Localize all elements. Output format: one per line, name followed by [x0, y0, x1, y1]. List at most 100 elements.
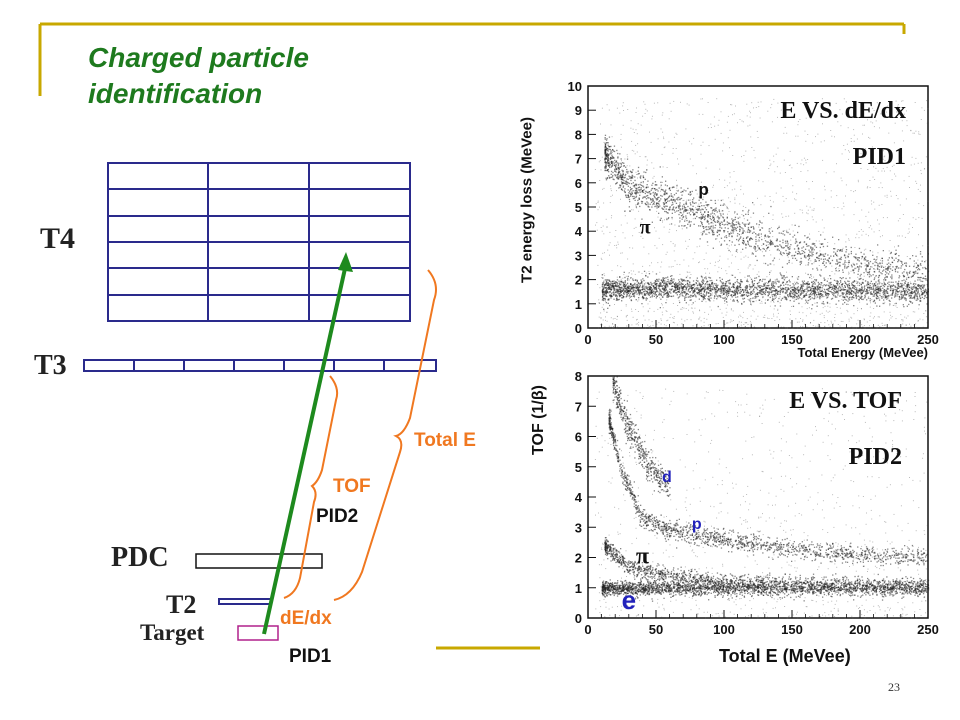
data-point: [806, 284, 808, 286]
data-point: [694, 293, 696, 295]
data-point: [760, 291, 762, 293]
data-point: [632, 209, 634, 211]
data-point: [714, 202, 717, 204]
data-point: [618, 176, 620, 178]
data-point: [810, 291, 813, 293]
data-point: [851, 293, 853, 295]
data-point: [609, 166, 611, 169]
data-point: [658, 212, 660, 214]
data-point: [833, 287, 835, 289]
data-point: [702, 215, 704, 218]
data-point: [625, 180, 627, 182]
data-point: [750, 278, 753, 280]
data-point: [877, 280, 879, 282]
data-point: [716, 298, 718, 300]
data-point: [926, 303, 928, 305]
data-point: [883, 156, 885, 158]
data-point: [882, 296, 884, 298]
data-point: [708, 226, 710, 228]
data-point: [922, 277, 925, 279]
data-point: [682, 214, 684, 216]
data-point: [630, 171, 632, 173]
data-point: [778, 249, 780, 252]
data-point: [740, 236, 742, 238]
data-point: [668, 118, 670, 120]
data-point: [703, 297, 705, 299]
data-point: [912, 297, 914, 299]
data-point: [758, 234, 760, 236]
data-point: [780, 251, 782, 253]
data-point: [622, 102, 624, 104]
data-point: [741, 156, 742, 158]
data-point: [853, 191, 855, 193]
data-point: [647, 311, 649, 313]
data-point: [904, 294, 906, 296]
data-point: [892, 291, 894, 293]
data-point: [757, 285, 759, 287]
data-point: [820, 284, 822, 286]
data-point: [660, 181, 662, 183]
data-point: [610, 170, 613, 173]
data-point: [668, 217, 670, 219]
data-point: [658, 287, 660, 290]
data-point: [877, 288, 879, 290]
data-point: [837, 255, 839, 257]
data-point: [767, 294, 769, 296]
data-point: [886, 275, 888, 278]
data-point: [689, 285, 691, 288]
data-point: [810, 246, 812, 248]
data-point: [610, 161, 613, 163]
data-point: [896, 295, 898, 297]
data-point: [717, 323, 719, 324]
data-point: [848, 291, 850, 294]
data-point: [722, 216, 724, 218]
data-point: [739, 119, 741, 120]
data-point: [774, 320, 776, 321]
data-point: [843, 296, 845, 298]
data-point: [865, 264, 867, 266]
data-point: [860, 251, 862, 254]
data-point: [807, 289, 809, 291]
data-point: [676, 179, 677, 181]
data-point: [869, 187, 871, 188]
data-point: [745, 243, 747, 245]
data-point: [847, 265, 850, 268]
data-point: [635, 144, 637, 146]
data-point: [903, 113, 905, 115]
data-point: [689, 191, 691, 193]
data-point: [854, 289, 856, 291]
data-point: [862, 298, 864, 301]
data-point: [628, 286, 630, 288]
data-point: [626, 181, 629, 183]
data-point: [619, 283, 621, 285]
data-point: [688, 288, 690, 290]
data-point: [726, 121, 728, 123]
data-point: [858, 288, 861, 290]
data-point: [644, 288, 646, 291]
data-point: [725, 307, 727, 309]
data-point: [638, 299, 640, 301]
data-point: [659, 283, 661, 285]
data-point: [704, 286, 706, 288]
data-point: [906, 271, 908, 273]
data-point: [599, 324, 601, 326]
data-point: [882, 168, 884, 170]
data-point: [704, 211, 706, 213]
data-point: [604, 137, 606, 139]
data-point: [774, 297, 776, 299]
data-point: [869, 268, 871, 270]
data-point: [813, 294, 816, 296]
data-point: [864, 262, 866, 264]
data-point: [905, 264, 907, 267]
data-point: [695, 281, 697, 283]
data-point: [702, 225, 704, 228]
data-point: [607, 159, 609, 161]
data-point: [639, 283, 641, 285]
data-point: [645, 203, 647, 205]
data-point: [640, 181, 642, 184]
data-point: [891, 285, 893, 287]
data-point: [677, 297, 679, 299]
data-point: [606, 158, 608, 160]
data-point: [867, 281, 869, 283]
data-point: [666, 283, 668, 285]
